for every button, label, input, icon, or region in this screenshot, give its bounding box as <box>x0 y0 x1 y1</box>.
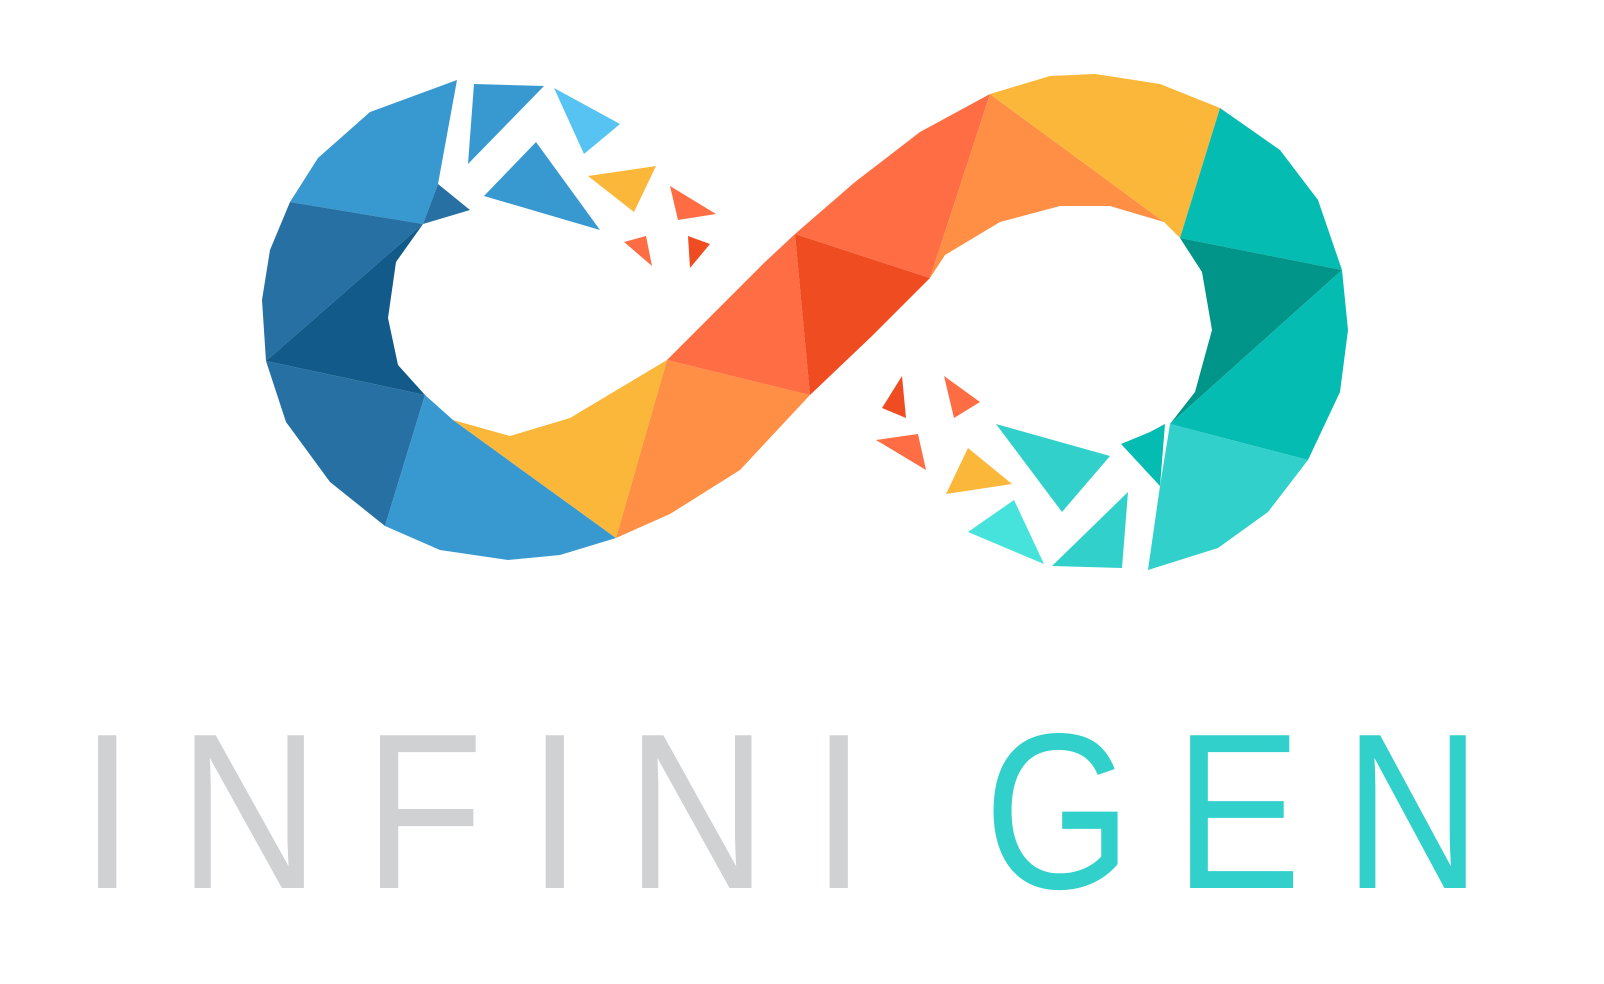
crossing-facets <box>453 74 1220 538</box>
shard <box>670 186 716 220</box>
shard <box>624 236 652 266</box>
facet <box>453 360 667 538</box>
shard <box>944 376 980 418</box>
shard <box>882 376 906 418</box>
facet <box>1148 424 1308 570</box>
facet <box>1170 238 1342 424</box>
facet <box>266 361 425 526</box>
infinity-mark <box>262 74 1348 570</box>
bottom-shards <box>876 376 1128 568</box>
shard <box>468 84 544 164</box>
facet <box>1170 270 1348 460</box>
facet <box>266 224 425 395</box>
shard <box>946 448 1012 494</box>
facet <box>667 234 810 395</box>
facet <box>930 94 1164 278</box>
shard <box>996 424 1110 512</box>
wordmark-right-text: GEN <box>984 688 1524 936</box>
facet <box>1180 108 1342 270</box>
wordmark-left-text: INFINI <box>80 688 910 936</box>
facet <box>795 94 990 278</box>
top-shards <box>468 84 716 268</box>
shard <box>554 88 620 154</box>
facet <box>990 74 1220 238</box>
wordmark: INFINI GEN <box>80 688 1524 936</box>
shard <box>1052 492 1128 568</box>
shard <box>484 142 600 230</box>
facet <box>795 234 930 395</box>
facet <box>616 360 810 538</box>
facet <box>423 184 470 224</box>
facet <box>385 395 616 560</box>
shard <box>968 500 1044 564</box>
right-lobe-facets <box>1121 108 1348 570</box>
shard <box>876 434 926 470</box>
facet <box>290 80 457 224</box>
facet <box>1121 424 1165 486</box>
shard <box>688 236 710 268</box>
left-lobe-facets <box>262 80 616 560</box>
shard <box>588 166 656 212</box>
facet <box>262 202 423 361</box>
